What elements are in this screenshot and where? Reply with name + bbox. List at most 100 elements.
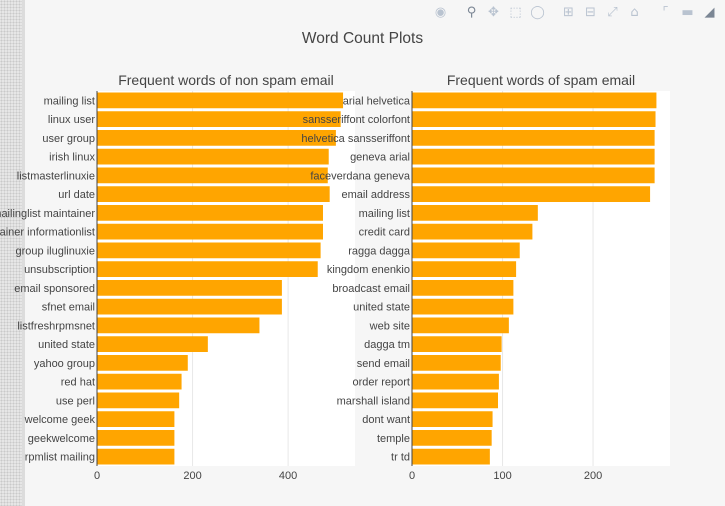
chart-2-bar[interactable] [412,223,533,240]
chart-1-bar[interactable] [97,92,344,109]
chart-2-bar[interactable] [412,411,493,427]
modebar: ◉ ⚲ ✥ ⬚ ◯ ⊞ ⊟ ⤢ ⌂ ⌜ ▬ ◢ [431,3,719,23]
chart-1-bar[interactable] [97,411,175,427]
chart-1-x-tick-label: 200 [183,470,201,482]
chart-1-bar[interactable] [97,167,328,184]
chart-1-category-label: unsubscription [24,264,95,276]
chart-1-category-label: listmasterlinuxie [17,170,95,182]
chart-2-category-label: kingdom enenkio [327,264,410,276]
chart-1-bar[interactable] [97,148,329,165]
chart-1-category-label: linux user [48,114,95,126]
chart-2-category-label: marshall island [337,395,410,407]
zoom-icon[interactable]: ⚲ [466,5,477,20]
chart-1-category-label: sfnet email [42,302,95,314]
chart-2-category-label: geneva arial [350,152,410,164]
chart-2-bar[interactable] [412,336,502,352]
chart-1-bar[interactable] [97,392,180,409]
chart-2-category-label: temple [377,433,410,445]
chart-2-bar[interactable] [412,298,514,315]
zoom-out-icon[interactable]: ⊟ [585,5,596,20]
chart-2-bar[interactable] [412,186,651,202]
chart-2-category-label: tr td [391,452,410,464]
chart-2-bar[interactable] [412,448,490,465]
chart-2-bar[interactable] [412,205,538,221]
chart-1-bar[interactable] [97,261,318,277]
chart-2-category-label: faceverdana geneva [310,170,411,182]
chart-2-category-label: helvetica sansseriffont [301,133,410,145]
lasso-icon[interactable]: ◯ [530,5,545,20]
chart-1-bar[interactable] [97,280,282,296]
chart-2-category-label: web site [369,320,410,332]
chart-2-bar[interactable] [412,111,656,127]
chart-1-bar[interactable] [97,223,323,240]
autoscale-icon[interactable]: ⤢ [607,5,618,20]
chart-1-bar[interactable] [97,298,282,315]
chart-1-category-label: united state [38,339,95,351]
chart-2-category-label: dont want [362,414,410,426]
camera-icon[interactable]: ◉ [434,5,447,20]
spike-lines-icon[interactable]: ⌜ [662,5,669,20]
chart-2-bar[interactable] [412,373,499,390]
chart-2-category-label: send email [357,358,410,370]
chart-2-bar[interactable] [412,355,501,371]
chart-1-category-label: welcome geek [24,414,96,426]
chart-1-bar[interactable] [97,448,175,465]
chart-2-category-label: united state [353,302,410,314]
chart-1-panel-bg [97,91,355,466]
chart-main-title: Word Count Plots [301,30,424,47]
chart-2-bar[interactable] [412,430,492,446]
chart-1-category-label: geekwelcome [28,433,95,445]
chart-1-bar[interactable] [97,186,330,202]
chart-2-x-tick-label: 100 [493,470,511,482]
chart-2-bar[interactable] [412,242,520,259]
chart-1-category-label: mailing list [44,95,95,107]
chart-2-category-label: sansseriffont colorfont [303,114,410,126]
chart-1-category-label: mailinglist maintainer [0,208,95,220]
zoom-in-icon[interactable]: ⊞ [563,5,574,20]
chart-1-bar[interactable] [97,336,208,352]
chart-2-bar[interactable] [412,280,514,296]
chart-2-bar[interactable] [412,317,509,334]
closest-hover-icon[interactable]: ◢ [704,5,715,20]
chart-1-category-label: yahoo group [34,358,95,370]
chart-2-bar[interactable] [412,130,655,146]
chart-1-x-tick-label: 0 [94,470,100,482]
chart-2-bar[interactable] [412,392,498,409]
chart-2-category-label: credit card [359,227,410,239]
chart-2-category-label: broadcast email [332,283,410,295]
chart-1-bar[interactable] [97,111,341,127]
chart-2-bar[interactable] [412,261,517,277]
chart-1-bar[interactable] [97,242,321,259]
chart-2-bar[interactable] [412,92,657,109]
chart-1-bar[interactable] [97,373,182,390]
chart-1-bar[interactable] [97,130,336,146]
chart-2-category-label: mailing list [359,208,410,220]
reset-axes-icon[interactable]: ⌂ [630,5,639,20]
box-select-icon[interactable]: ⬚ [509,5,522,20]
page-margin-edge [22,0,25,506]
chart-1-category-label: listfreshrpmsnet [17,320,95,332]
chart-1-bar[interactable] [97,317,260,334]
chart-2-category-label: arial helvetica [343,95,411,107]
chart-2-category-label: dagga tm [364,339,410,351]
chart-1-category-label: user group [42,133,95,145]
chart-1-category-label: use perl [56,395,95,407]
chart-1-bar[interactable] [97,355,188,371]
chart-1-category-label: rpmlist mailing [25,452,95,464]
chart-1-x-tick-label: 400 [279,470,297,482]
compare-hover-icon[interactable]: ▬ [681,5,694,20]
chart-2-category-label: order report [353,377,410,389]
chart-1-bar[interactable] [97,430,175,446]
chart-1-category-label: maintainer informationlist [0,227,95,239]
chart-1-category-label: group iluglinuxie [16,245,96,257]
chart-2-x-tick-label: 0 [409,470,415,482]
chart-1-category-label: irish linux [49,152,95,164]
chart-2-bar[interactable] [412,148,655,165]
chart-1-bar[interactable] [97,205,323,221]
chart-1-category-label: url date [58,189,95,201]
chart-2-panel-bg [412,91,670,466]
chart-2-bar[interactable] [412,167,655,184]
chart-1-title: Frequent words of non spam email [118,72,334,88]
pan-icon[interactable]: ✥ [488,5,499,20]
